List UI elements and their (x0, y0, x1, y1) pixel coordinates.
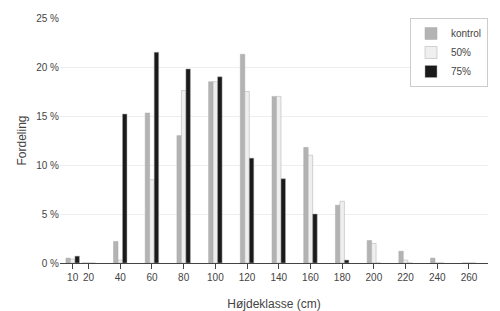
svg-text:0 %: 0 % (42, 258, 59, 269)
svg-text:kontrol: kontrol (451, 28, 481, 39)
svg-text:160: 160 (302, 272, 319, 283)
svg-text:140: 140 (270, 272, 287, 283)
svg-text:20 %: 20 % (36, 62, 59, 73)
svg-text:10 %: 10 % (36, 160, 59, 171)
svg-text:260: 260 (461, 272, 478, 283)
svg-text:Højdeklasse (cm): Højdeklasse (cm) (227, 297, 320, 311)
svg-text:220: 220 (397, 272, 414, 283)
svg-text:200: 200 (366, 272, 383, 283)
svg-text:50%: 50% (451, 47, 471, 58)
svg-text:240: 240 (429, 272, 446, 283)
svg-text:15 %: 15 % (36, 111, 59, 122)
svg-text:180: 180 (334, 272, 351, 283)
svg-text:75%: 75% (451, 66, 471, 77)
svg-text:120: 120 (239, 272, 256, 283)
svg-text:100: 100 (207, 272, 224, 283)
svg-text:5 %: 5 % (42, 209, 59, 220)
svg-text:Fordeling: Fordeling (15, 115, 29, 165)
svg-text:10: 10 (67, 272, 79, 283)
svg-text:80: 80 (178, 272, 190, 283)
svg-text:60: 60 (146, 272, 158, 283)
svg-text:40: 40 (115, 272, 127, 283)
svg-text:25 %: 25 % (36, 13, 59, 24)
svg-text:20: 20 (83, 272, 95, 283)
